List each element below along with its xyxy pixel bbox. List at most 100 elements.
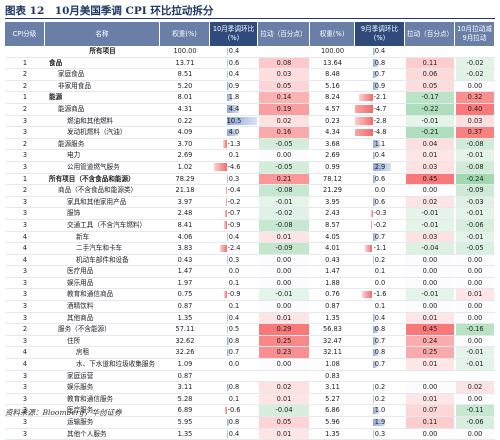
table-cell: 4 (5, 255, 45, 266)
table-cell: 0.4 (210, 313, 258, 324)
cell-text: 0.00 (258, 359, 310, 370)
cell-text: 0.00 (455, 301, 495, 312)
table-cell: -0.2 (210, 197, 258, 208)
header-cell: 权重(%) (160, 22, 210, 46)
cell-text: -0.22 (405, 104, 455, 115)
table-cell: 3.68 (310, 139, 355, 150)
table-cell: 0.01 (405, 394, 455, 405)
cell-text: 0.37 (455, 127, 495, 138)
cell-text: 0.11 (405, 417, 455, 428)
table-cell: 8.51 (160, 69, 210, 80)
table-cell: 0.43 (310, 255, 355, 266)
cell-text: 13.71 (160, 58, 210, 69)
cell-text: 78.29 (160, 174, 210, 185)
table-cell: -0.01 (258, 197, 310, 208)
cell-text: 0.2 (355, 382, 405, 393)
table-cell: 0.6 (355, 174, 405, 185)
cell-text: 1.47 (160, 266, 210, 277)
table-cell: 0.06 (405, 69, 455, 80)
table-cell: 1.8 (210, 92, 258, 103)
cell-text: -0.9 (210, 289, 258, 300)
cell-text: 交通工具（不含汽车燃料） (67, 220, 160, 231)
cell-text: 0.4 (210, 232, 258, 243)
table-cell: 21.18 (160, 185, 210, 196)
table-cell: -4.8 (355, 127, 405, 138)
table-cell: 0.16 (258, 127, 310, 138)
cell-text: 0.03 (405, 232, 455, 243)
table-cell: 服饰 (45, 208, 160, 219)
cell-text: 4.34 (310, 127, 355, 138)
cell-text: 0.8 (210, 417, 258, 428)
table-cell: 5.20 (160, 81, 210, 92)
table-cell: 能源服务 (45, 139, 160, 150)
cell-text: 0.4 (355, 46, 405, 57)
table-cell: -0.08 (455, 162, 495, 173)
cell-text: 燃油和其他燃料 (67, 116, 160, 127)
table-cell: 0.00 (405, 266, 455, 277)
cell-text: 3 (5, 220, 45, 231)
table-cell: 发动机燃料（汽油） (45, 127, 160, 138)
table-cell: -1.3 (210, 139, 258, 150)
table-cell: 0.40 (455, 104, 495, 115)
table-cell: 3 (5, 162, 45, 173)
cell-text: 3 (5, 116, 45, 127)
table-cell: -2.8 (355, 116, 405, 127)
table-cell: 4.31 (160, 104, 210, 115)
table-cell: 所有项目 (45, 46, 160, 57)
cell-text: 1.35 (310, 429, 355, 440)
table-cell: 0.4 (210, 232, 258, 243)
cell-text: 0.2 (355, 255, 405, 266)
table-cell: 4.0 (210, 127, 258, 138)
cell-text: -0.2 (210, 197, 258, 208)
table-cell: 电力 (45, 150, 160, 161)
cell-text: 娱乐用品 (67, 278, 160, 289)
cell-text: 32.26 (160, 347, 210, 358)
table-cell: 0.6 (355, 197, 405, 208)
cell-text: 1 (5, 174, 45, 185)
cell-text: 0.4 (210, 429, 258, 440)
cell-text: -0.7 (210, 208, 258, 219)
table-cell: -0.08 (258, 220, 310, 231)
table-cell: 能源 (45, 92, 160, 103)
table-cell: 住所 (45, 336, 160, 347)
cell-text: -0.08 (455, 139, 495, 150)
cell-text: 2 (5, 324, 45, 335)
table-cell: 0.00 (455, 301, 495, 312)
table-cell: 0.11 (405, 417, 455, 428)
cell-text: -4.8 (355, 127, 405, 138)
table-cell: -0.04 (258, 405, 310, 416)
cell-text: 0.06 (405, 69, 455, 80)
table-cell: 0.25 (405, 347, 455, 358)
table-cell: 0.6 (210, 58, 258, 69)
cell-text: 所有项目（不含食品和能源） (49, 174, 160, 185)
table-cell: 0.4 (210, 46, 258, 57)
table-cell: -0.04 (405, 243, 455, 254)
cell-text: 2 (5, 139, 45, 150)
cell-text: 0.1 (355, 301, 405, 312)
cell-text: 0.22 (160, 116, 210, 127)
cell-text: 0.02 (258, 116, 310, 127)
cell-text: -0.21 (405, 127, 455, 138)
table-cell: 0.08 (258, 58, 310, 69)
cell-text: 0.00 (455, 394, 495, 405)
cell-text: 0.00 (455, 336, 495, 347)
table-cell: 2.43 (310, 208, 355, 219)
cell-text: 0.19 (258, 104, 310, 115)
cell-text: 1 (5, 58, 45, 69)
cell-text: -0.02 (258, 208, 310, 219)
table-cell: 0.0 (355, 185, 405, 196)
table-cell: 0.8 (210, 336, 258, 347)
cell-text: 能源 (49, 92, 160, 103)
cell-text: 0.83 (310, 371, 355, 382)
table-cell: 0.07 (405, 405, 455, 416)
table-cell: -0.22 (405, 104, 455, 115)
cell-text: 0.00 (455, 429, 495, 440)
cell-text: 0.4 (210, 313, 258, 324)
cell-text: 0.2 (355, 394, 405, 405)
table-cell: 32.11 (310, 347, 355, 358)
cell-text: 2 (5, 104, 45, 115)
